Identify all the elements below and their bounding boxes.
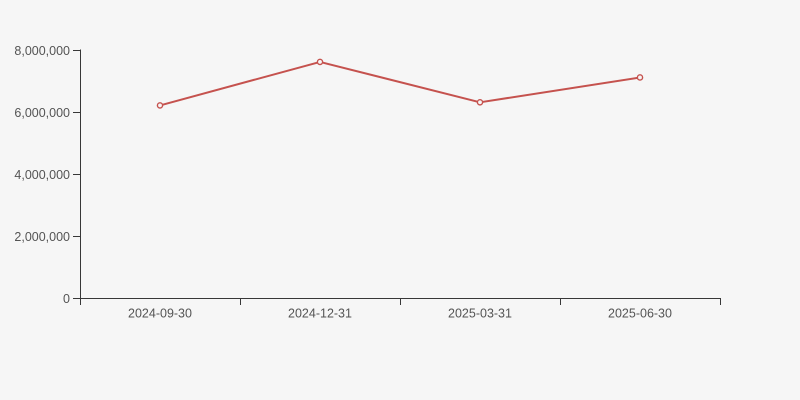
y-axis-tick-label: 2,000,000 <box>14 230 70 244</box>
data-point-marker <box>316 58 324 66</box>
data-point-marker <box>476 99 484 106</box>
x-axis-tick-label: 2025-06-30 <box>608 307 672 321</box>
y-axis-tick-label: 6,000,000 <box>14 106 70 120</box>
x-axis-tick-label: 2024-09-30 <box>128 307 192 321</box>
x-axis-tick-label: 2024-12-31 <box>288 307 352 321</box>
data-point-marker <box>156 102 164 109</box>
y-axis-tick-label: 0 <box>63 292 70 306</box>
y-axis-tick-label: 8,000,000 <box>14 44 70 58</box>
x-axis-tick-label: 2025-03-31 <box>448 307 512 321</box>
y-axis-tick-label: 4,000,000 <box>14 168 70 182</box>
series-line <box>159 60 641 107</box>
data-point-marker <box>636 74 644 81</box>
